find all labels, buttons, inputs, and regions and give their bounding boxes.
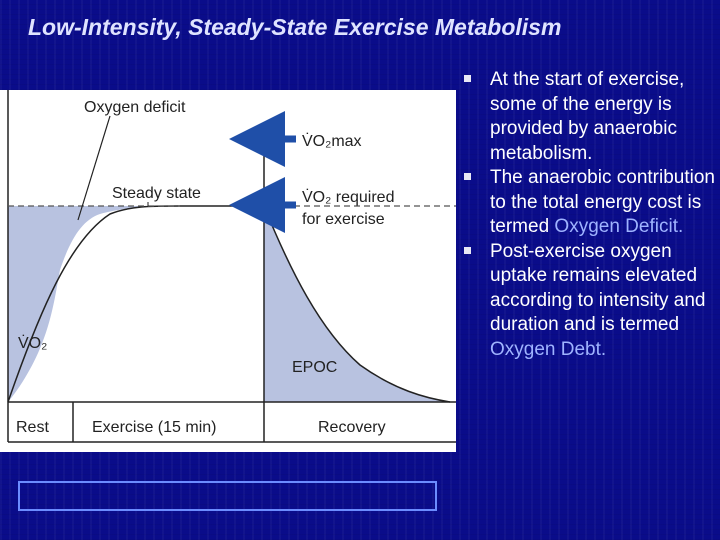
vo2-required-label: V̇O₂ required <box>302 188 394 206</box>
oxygen-debt-term: Oxygen Debt. <box>490 338 607 360</box>
epoc-curve <box>263 205 451 403</box>
epoc-area <box>264 206 450 402</box>
square-bullet-icon <box>464 173 471 180</box>
vo2max-label: V̇O₂max <box>302 132 362 150</box>
square-bullet-icon <box>464 75 471 82</box>
bullet-item-oxygen-debt: Post-exercise oxygen uptake remains elev… <box>464 240 716 363</box>
oxygen-deficit-term: Oxygen Deficit. <box>554 216 684 237</box>
bullet-item-oxygen-deficit: The anaerobic contribution to the total … <box>464 166 716 240</box>
oxygen-deficit-label: Oxygen deficit <box>84 99 186 116</box>
bullet-text: At the start of exercise, some of the en… <box>490 69 685 164</box>
square-bullet-icon <box>464 246 471 254</box>
y-axis-label: V̇O₂ <box>18 334 47 352</box>
vo2-onset-curve <box>7 205 181 403</box>
caption-box <box>18 481 437 511</box>
oxygen-deficit-diagram: Oxygen deficit V̇O₂max Steady state V̇O₂… <box>0 90 456 452</box>
steady-state-label: Steady state <box>112 185 201 202</box>
oxygen-deficit-area <box>8 206 180 402</box>
rest-phase-label: Rest <box>16 419 49 436</box>
bullet-list: At the start of exercise, some of the en… <box>464 68 716 362</box>
bullet-item-anaerobic-start: At the start of exercise, some of the en… <box>464 68 716 166</box>
epoc-label: EPOC <box>292 359 337 376</box>
bullet-text: The anaerobic contribution to the total … <box>490 167 715 237</box>
recovery-phase-label: Recovery <box>318 419 386 436</box>
slide-title: Low-Intensity, Steady-State Exercise Met… <box>28 14 562 40</box>
oxygen-deficit-pointer <box>77 115 111 221</box>
exercise-phase-label: Exercise (15 min) <box>92 419 216 436</box>
vo2-required-label-line2: for exercise <box>302 211 385 228</box>
bullet-text: Post-exercise oxygen uptake remains elev… <box>490 240 706 336</box>
